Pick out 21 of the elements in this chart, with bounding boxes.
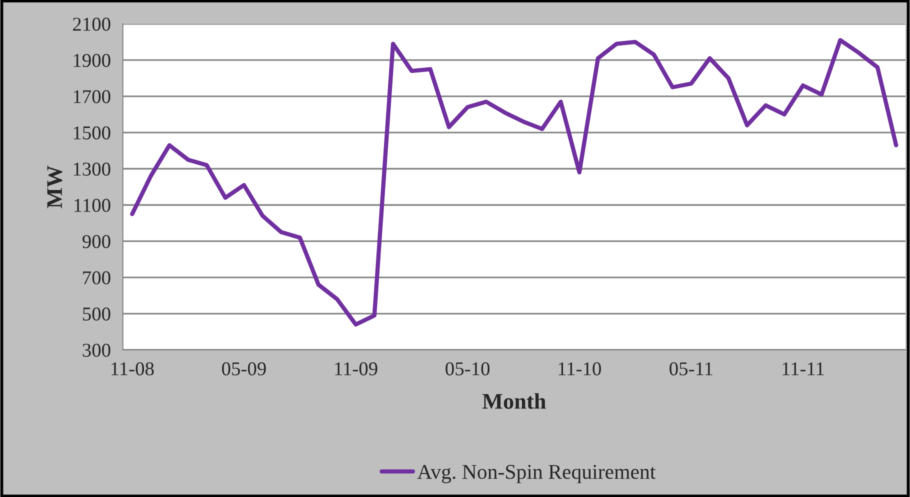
x-tick-label: 11-11 [782,362,824,376]
y-tick-label: 700 [83,271,110,284]
y-tick-label: 500 [83,307,110,321]
y-tick-label: 2100 [73,18,110,31]
x-axis-title: Month [482,393,546,409]
y-axis-title: MW [47,166,62,208]
x-tick-label: 05-11 [670,362,712,376]
line-series [130,38,898,327]
y-tick-label: 1100 [74,198,110,212]
x-tick-label: 05-09 [222,362,266,376]
y-tick-label: 1300 [74,162,110,176]
x-tick-label: 11-10 [558,362,601,376]
y-tick-label: 1500 [74,126,110,140]
x-tick-label: 05-10 [446,362,490,376]
y-tick-label: 1700 [74,90,110,104]
legend-label: Avg. Non-Spin Requirement [417,464,656,484]
x-tick-label: 11-09 [335,362,378,376]
y-tick-label: 300 [82,344,110,357]
y-tick-label: 1900 [74,54,110,68]
y-tick-label: 900 [82,235,110,248]
x-tick-label: 11-08 [112,362,154,376]
